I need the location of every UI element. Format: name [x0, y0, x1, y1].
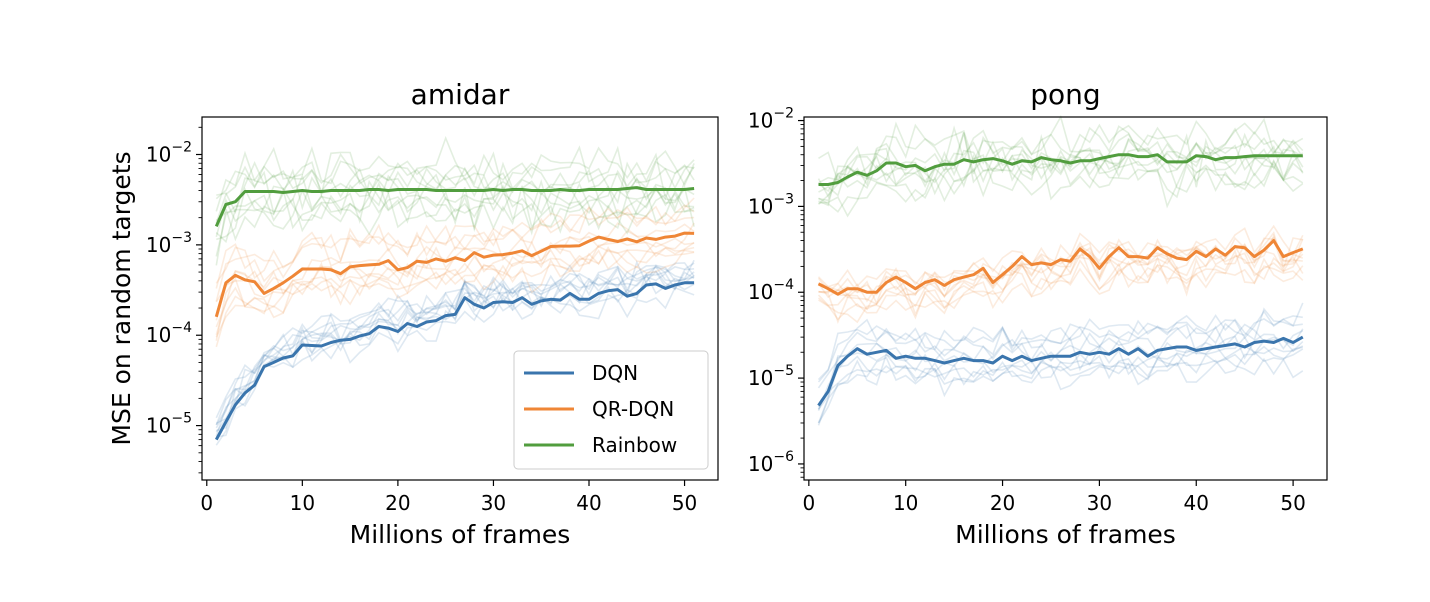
- seed-run-line: [215, 204, 695, 302]
- legend-box: [513, 350, 709, 470]
- seed-run-line: [817, 356, 1304, 424]
- x-tick-label: 20: [990, 491, 1015, 515]
- mean-lines-layer: [214, 186, 695, 441]
- chart-title: amidar: [411, 78, 510, 111]
- seed-run-line: [215, 262, 695, 419]
- x-tick-label: 10: [893, 491, 918, 515]
- y-tick-label: 10−3: [748, 191, 794, 218]
- seed-run-line: [817, 132, 1304, 205]
- series-line-qr-dqn: [214, 231, 695, 318]
- y-tick-label: 10−5: [748, 363, 794, 390]
- seed-runs-layer: [215, 135, 695, 446]
- seed-run-line: [215, 262, 695, 426]
- seed-run-line: [817, 344, 1304, 424]
- legend-label: QR-DQN: [592, 397, 674, 421]
- x-tick-label: 30: [481, 491, 506, 515]
- y-tick-label: 10−4: [748, 277, 794, 304]
- seed-run-line: [215, 259, 695, 433]
- seed-run-line: [818, 137, 1304, 193]
- seed-run-line: [818, 153, 1304, 218]
- legend: DQN QR-DQN Rainbow: [513, 350, 709, 470]
- x-tick-label: 0: [200, 491, 213, 515]
- series-line-dqn: [817, 335, 1304, 407]
- seed-run-line: [216, 286, 695, 438]
- seed-run-line: [818, 248, 1304, 321]
- chart-title: pong: [1030, 78, 1100, 111]
- x-axis-label: Millions of frames: [955, 520, 1176, 549]
- y-tick-label: 10−4: [146, 320, 192, 347]
- x-tick-label: 0: [802, 491, 815, 515]
- mean-lines-layer: [817, 153, 1304, 407]
- seed-run-line: [818, 121, 1304, 184]
- seed-run-line: [817, 323, 1304, 410]
- seed-run-line: [215, 249, 695, 335]
- seed-run-line: [818, 246, 1304, 324]
- seed-run-line: [817, 309, 1303, 381]
- seed-run-line: [215, 146, 695, 212]
- seed-run-line: [817, 345, 1304, 408]
- x-tick-label: 50: [1280, 491, 1305, 515]
- seed-run-line: [215, 185, 695, 257]
- x-tick-label: 10: [290, 491, 315, 515]
- subplot-amidar: 0 10 20 30 40 50 10−5 10−4 10−3 10−2 amidar Milli…: [107, 78, 719, 549]
- series-line-rainbow: [214, 186, 695, 228]
- seed-run-line: [817, 302, 1304, 383]
- seed-run-line: [215, 265, 695, 425]
- seed-run-line: [215, 185, 695, 266]
- seed-run-line: [215, 161, 695, 222]
- y-tick-label: 10−2: [146, 139, 192, 166]
- y-tick-label: 10−6: [748, 449, 794, 476]
- legend-label: DQN: [592, 361, 638, 385]
- seed-run-line: [215, 241, 695, 341]
- seed-run-line: [216, 152, 695, 215]
- y-tick-label: 10−2: [748, 106, 794, 133]
- seed-run-line: [215, 135, 695, 200]
- seed-run-line: [215, 246, 695, 348]
- plot-frame: [803, 116, 1328, 481]
- x-tick-label: 40: [1184, 491, 1209, 515]
- y-axis-label: MSE on random targets: [107, 151, 136, 445]
- x-axis-label: Millions of frames: [350, 520, 571, 549]
- seed-run-line: [817, 315, 1303, 389]
- series-line-qr-dqn: [817, 239, 1304, 296]
- series-line-dqn: [214, 281, 695, 441]
- x-tick-label: 50: [672, 491, 697, 515]
- seed-run-line: [818, 147, 1304, 197]
- seed-run-line: [215, 205, 695, 284]
- seed-run-line: [818, 259, 1304, 324]
- y-tick-label: 10−3: [146, 230, 192, 257]
- seed-run-line: [215, 152, 695, 224]
- seed-run-line: [215, 181, 695, 244]
- seed-run-line: [215, 222, 695, 303]
- series-line-rainbow: [818, 153, 1303, 186]
- y-tick-label: 10−5: [146, 411, 192, 438]
- x-tick-label: 20: [385, 491, 410, 515]
- ticks-layer: 0 10 20 30 40 50 10−6 10−5 10−4 10−3 10−2: [748, 106, 1306, 515]
- seed-run-line: [215, 268, 695, 437]
- seed-run-line: [215, 269, 695, 426]
- seed-run-line: [215, 241, 695, 338]
- seed-runs-layer: [817, 114, 1304, 426]
- seed-run-line: [817, 346, 1303, 426]
- seed-run-line: [817, 335, 1304, 410]
- seed-run-line: [215, 197, 695, 289]
- subplot-pong: 0 10 20 30 40 50 10−6 10−5 10−4 10−3 10−2 pong Mil…: [748, 78, 1328, 549]
- seed-run-line: [215, 272, 695, 446]
- seed-run-line: [216, 179, 695, 241]
- x-tick-label: 30: [1087, 491, 1112, 515]
- seed-run-line: [817, 252, 1304, 310]
- plot-frame: [201, 116, 719, 481]
- x-tick-label: 40: [576, 491, 601, 515]
- seed-run-line: [215, 260, 695, 429]
- ticks-layer: 0 10 20 30 40 50 10−5 10−4 10−3 10−2: [146, 126, 697, 515]
- legend-label: Rainbow: [592, 433, 677, 457]
- seed-run-line: [818, 224, 1304, 288]
